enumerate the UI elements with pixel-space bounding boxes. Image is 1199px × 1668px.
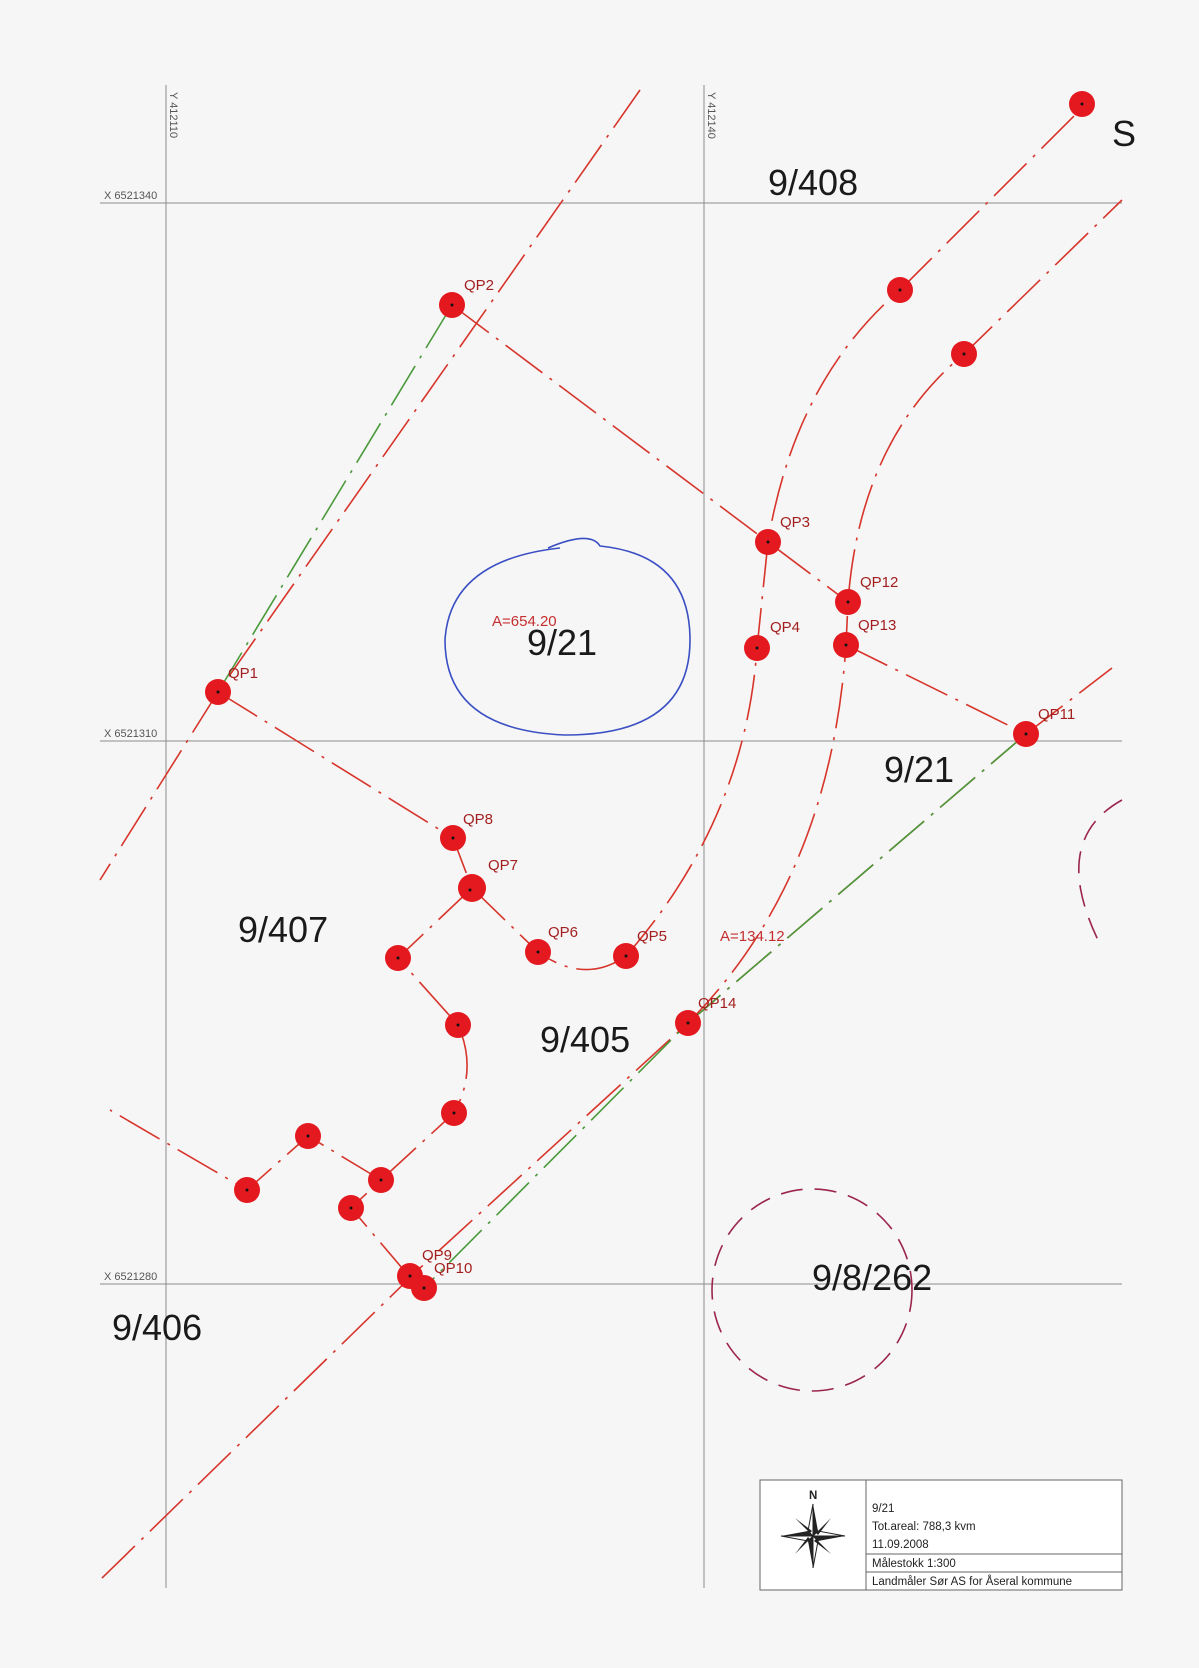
survey-point-qp14[interactable] — [675, 1010, 701, 1036]
legend-scale: Målestokk 1:300 — [872, 1558, 956, 1570]
parcel-label-9-406: 9/406 — [112, 1307, 202, 1348]
survey-point-qp5[interactable] — [613, 943, 639, 969]
parcel-label-9-21-top: 9/21 — [527, 622, 597, 663]
compass-rose-icon — [780, 1503, 846, 1569]
boundary-road-inner — [625, 107, 1083, 957]
label-qp10: QP10 — [434, 1260, 472, 1277]
legend-box: N 9/21 Tot.areal: 788,3 kvm 11.09.2008 M… — [759, 1479, 1123, 1591]
label-qp5: QP5 — [637, 928, 667, 945]
label-qp11: QP11 — [1038, 706, 1075, 723]
survey-point-qp7[interactable] — [458, 874, 486, 902]
parcel-label-9-405: 9/405 — [540, 1019, 630, 1060]
area-labels: A=654.20 A=134.12 — [492, 613, 785, 945]
survey-point-road-3[interactable] — [951, 341, 977, 367]
parcel-labels: 9/408 9/21 9/21 9/407 9/405 9/406 9/8/26… — [112, 113, 1136, 1348]
parcel-label-9-8-262: 9/8/262 — [812, 1257, 932, 1298]
survey-point-west-4[interactable] — [368, 1167, 394, 1193]
survey-point-qp3[interactable] — [755, 529, 781, 555]
grid-label-x6521340: X 6521340 — [104, 190, 157, 202]
survey-point-qp8[interactable] — [440, 825, 466, 851]
boundary-arc-right — [1078, 799, 1123, 941]
legend-total-area: Tot.areal: 788,3 kvm — [872, 1521, 976, 1533]
label-qp3: QP3 — [780, 514, 810, 531]
boundary-road-outer — [687, 199, 1123, 1024]
survey-point-qp10[interactable] — [411, 1275, 437, 1301]
parcel-label-9-408: 9/408 — [768, 162, 858, 203]
boundary-south-diagonal — [99, 733, 1027, 1581]
boundary-qp13-qp11 — [845, 644, 1113, 735]
survey-point-west-2[interactable] — [445, 1012, 471, 1038]
grid-label-y412140: Y 412140 — [705, 92, 717, 139]
label-qp8: QP8 — [463, 811, 493, 828]
label-qp7: QP7 — [488, 857, 518, 874]
parcel-label-9-407: 9/407 — [238, 909, 328, 950]
area-label-1: A=654.20 — [492, 613, 557, 630]
grid-label-x6521310: X 6521310 — [104, 728, 157, 740]
survey-point-road-1[interactable] — [1069, 91, 1095, 117]
survey-point-west-7[interactable] — [234, 1177, 260, 1203]
survey-point-qp4[interactable] — [744, 635, 770, 661]
survey-point-qp11[interactable] — [1013, 721, 1039, 747]
survey-point-west-5[interactable] — [338, 1195, 364, 1221]
legend-date: 11.09.2008 — [872, 1539, 929, 1551]
label-qp4: QP4 — [770, 619, 800, 636]
survey-point-qp6[interactable] — [525, 939, 551, 965]
survey-point-qp2[interactable] — [439, 292, 465, 318]
grid-label-x6521280: X 6521280 — [104, 1271, 157, 1283]
parcel-label-9-21-right: 9/21 — [884, 749, 954, 790]
point-labels: QP1 QP2 QP3 QP4 QP5 QP6 QP7 QP8 QP9 QP10… — [228, 277, 1075, 1277]
label-qp13: QP13 — [858, 617, 896, 634]
boundary-qp1-qp8 — [217, 691, 473, 889]
boundary-north-line — [451, 304, 849, 603]
annotation-circle — [444, 537, 691, 736]
label-qp14: QP14 — [698, 995, 736, 1012]
boundary-circle-9-8-262 — [711, 1188, 913, 1392]
survey-point-qp13[interactable] — [833, 632, 859, 658]
coordinate-grid: Y 412110 Y 412140 X 6521340 X 6521310 X … — [100, 85, 1122, 1588]
label-qp1: QP1 — [228, 665, 258, 682]
survey-points — [205, 91, 1095, 1301]
survey-point-west-6[interactable] — [295, 1123, 321, 1149]
boundary-qp1-qp2 — [217, 304, 453, 693]
label-qp9: QP9 — [422, 1247, 452, 1264]
label-qp12: QP12 — [860, 574, 898, 591]
legend-author: Landmåler Sør AS for Åseral kommune — [872, 1575, 1072, 1588]
parcel-boundaries — [99, 89, 1123, 1581]
survey-point-qp12[interactable] — [835, 589, 861, 615]
legend-parcel: 9/21 — [872, 1503, 894, 1515]
parcel-label-edge: S — [1112, 113, 1136, 154]
label-qp6: QP6 — [548, 924, 578, 941]
survey-point-road-2[interactable] — [887, 277, 913, 303]
survey-point-west-3[interactable] — [441, 1100, 467, 1126]
grid-label-y412110: Y 412110 — [167, 92, 179, 138]
area-label-2: A=134.12 — [720, 928, 785, 945]
boundary-west-diagonal — [99, 89, 641, 881]
label-qp2: QP2 — [464, 277, 494, 294]
legend-north-label: N — [809, 1490, 817, 1502]
survey-point-west-1[interactable] — [385, 945, 411, 971]
survey-point-qp1[interactable] — [205, 679, 231, 705]
